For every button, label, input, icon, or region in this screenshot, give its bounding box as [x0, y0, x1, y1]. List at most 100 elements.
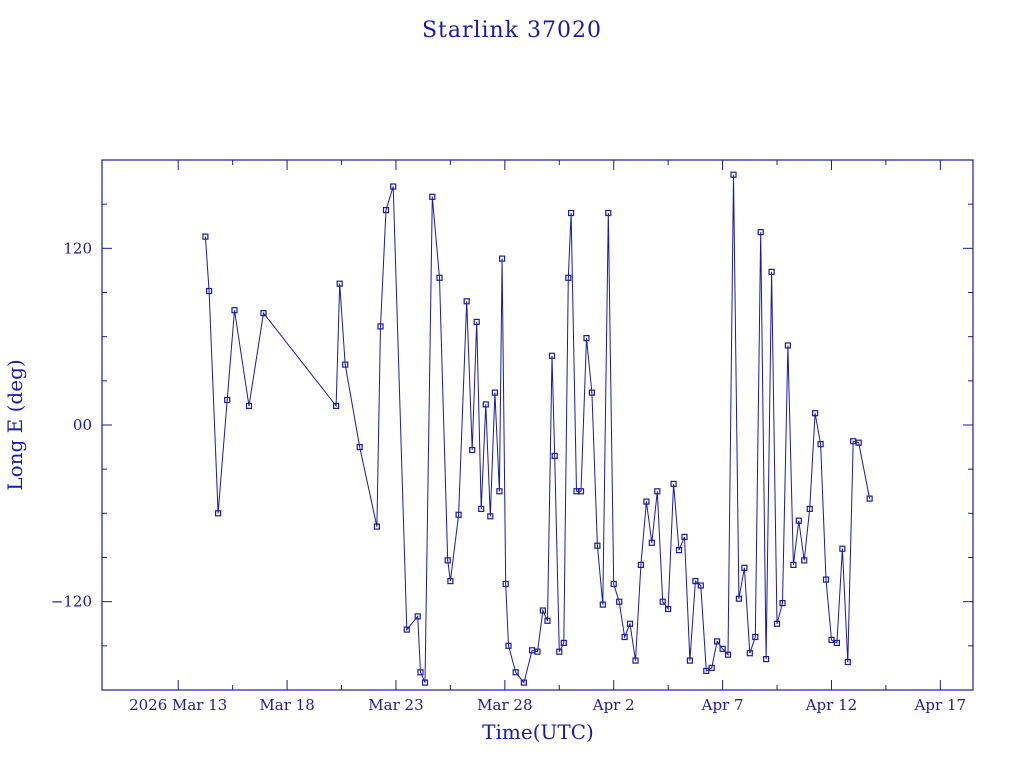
x-tick-label: Apr 12	[805, 696, 857, 714]
data-point	[599, 601, 606, 608]
data-point	[670, 480, 677, 487]
x-tick-label: Apr 17	[914, 696, 966, 714]
data-point	[648, 539, 655, 546]
data-point	[746, 650, 753, 657]
data-point	[373, 523, 380, 530]
data-point	[844, 658, 851, 666]
data-point	[534, 648, 541, 655]
data-point	[577, 488, 585, 495]
x-tick-label: Apr 7	[701, 696, 744, 714]
data-point	[336, 280, 343, 287]
data-point	[565, 274, 572, 281]
data-point	[429, 193, 436, 200]
data-point	[455, 511, 462, 518]
data-point	[491, 389, 498, 396]
x-tick-label: Mar 18	[259, 696, 314, 714]
data-point	[382, 207, 390, 214]
data-point	[654, 488, 661, 495]
data-point	[539, 607, 547, 614]
data-point	[594, 542, 601, 549]
data-point	[260, 310, 267, 317]
y-tick-label: −120	[51, 593, 92, 611]
data-point	[768, 268, 775, 275]
chart-title: Starlink 37020	[422, 18, 602, 43]
data-point	[417, 669, 424, 676]
data-point	[779, 599, 786, 607]
data-point	[215, 510, 222, 517]
data-point	[719, 645, 726, 652]
data-point	[855, 439, 862, 446]
data-point	[499, 255, 506, 262]
data-point	[390, 183, 397, 190]
data-point	[643, 498, 650, 505]
data-point	[632, 657, 639, 664]
data-point	[496, 488, 503, 495]
plot-frame	[101, 159, 974, 691]
x-axis-title: Time(UTC)	[482, 720, 594, 744]
data-point	[588, 389, 596, 396]
x-tick-label: Mar 23	[368, 696, 423, 714]
data-point	[482, 401, 489, 408]
data-point	[551, 452, 558, 459]
data-point	[817, 441, 824, 448]
data-point	[502, 580, 509, 588]
data-point	[681, 533, 688, 541]
data-point	[757, 229, 764, 236]
data-point	[342, 361, 349, 368]
data-point	[692, 577, 699, 585]
data-point	[478, 505, 485, 512]
series-line	[204, 174, 871, 684]
data-point	[231, 307, 238, 314]
data-point	[664, 605, 672, 613]
data-point	[822, 576, 830, 583]
data-point	[752, 633, 759, 641]
data-point	[839, 545, 846, 552]
data-point	[773, 620, 781, 627]
data-point	[583, 335, 590, 342]
data-point	[741, 564, 748, 571]
data-point	[544, 617, 551, 624]
data-point	[444, 557, 451, 564]
data-point	[866, 495, 873, 502]
data-point	[436, 274, 443, 281]
data-point	[708, 664, 715, 672]
data-point	[811, 410, 819, 417]
data-point	[730, 171, 737, 178]
data-point	[784, 342, 792, 349]
data-point	[675, 546, 683, 554]
data-point	[795, 517, 802, 524]
data-point	[447, 577, 454, 585]
data-point	[621, 633, 628, 641]
data-point	[713, 638, 721, 645]
data-point	[567, 209, 575, 217]
data-point	[512, 669, 519, 676]
y-tick-label: 120	[63, 239, 92, 257]
data-point	[560, 639, 567, 647]
data-point	[556, 648, 563, 655]
y-tick-label: 00	[73, 416, 92, 434]
data-point	[333, 402, 340, 409]
data-point	[806, 505, 813, 512]
data-point	[224, 396, 231, 404]
plot-area: 2026 Mar 13 Mar 18 Mar 23 Mar 28 Apr 2 Apr 7 A…	[51, 159, 974, 714]
data-point	[605, 209, 612, 217]
data-point	[833, 639, 841, 647]
data-point	[473, 318, 480, 325]
data-point	[610, 580, 617, 588]
data-point	[414, 613, 421, 620]
data-point	[505, 642, 512, 649]
data-point	[697, 582, 704, 589]
data-point	[762, 655, 770, 663]
data-point	[463, 298, 470, 305]
data-point	[790, 561, 797, 569]
data-point	[377, 323, 384, 330]
data-point	[686, 657, 694, 664]
data-point	[487, 513, 494, 520]
data-point	[403, 626, 410, 633]
x-tick-label: Apr 2	[592, 696, 635, 714]
data-point	[356, 444, 363, 451]
data-point	[245, 402, 253, 409]
data-point	[801, 557, 808, 564]
